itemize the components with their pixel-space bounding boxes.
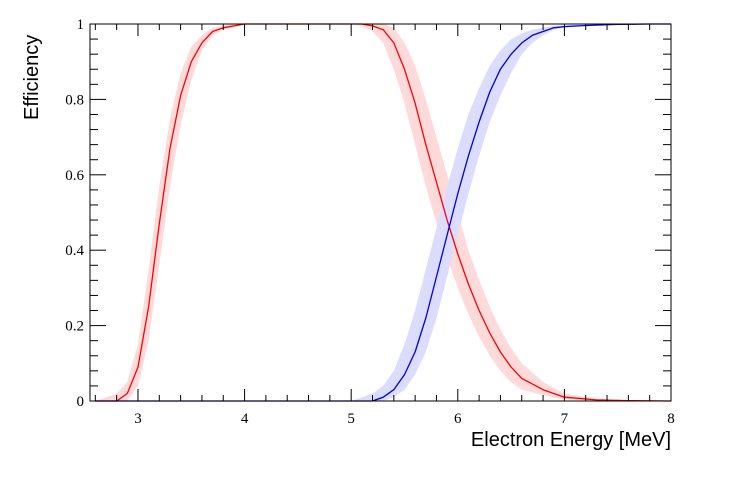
y-tick-label: 1 <box>77 17 85 33</box>
x-axis-title: Electron Energy [MeV] <box>471 429 671 451</box>
y-tick-label: 0.2 <box>65 319 84 335</box>
series-0-band <box>95 24 672 401</box>
axis-ticks <box>90 23 672 402</box>
uncertainty-bands <box>95 24 672 401</box>
y-tick-label: 0.8 <box>65 92 84 108</box>
y-axis-title: Efficiency <box>21 35 43 120</box>
x-tick-label: 7 <box>561 411 569 427</box>
y-tick-label: 0.4 <box>65 243 84 259</box>
y-tick-label: 0.6 <box>65 168 84 184</box>
x-tick-label: 4 <box>241 411 249 427</box>
tick-labels: 3 4 5 6 7 8 0 0.2 0.4 0.6 0.8 1 <box>65 17 675 427</box>
plot-frame <box>89 23 672 402</box>
x-tick-label: 3 <box>134 411 142 427</box>
x-tick-label: 6 <box>454 411 462 427</box>
x-tick-label: 5 <box>347 411 355 427</box>
y-tick-label: 0 <box>77 394 85 410</box>
x-tick-label: 8 <box>667 411 675 427</box>
series-0-line <box>95 23 672 402</box>
